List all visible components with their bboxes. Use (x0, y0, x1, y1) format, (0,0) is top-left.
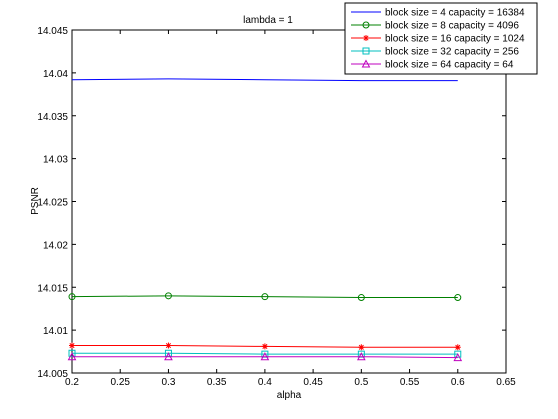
data-point (453, 353, 463, 362)
series-layer (67, 78, 463, 362)
y-tick-label: 14.025 (37, 198, 68, 209)
data-point (356, 352, 366, 361)
series-line (72, 356, 458, 359)
chart-title: lambda = 1 (243, 15, 293, 26)
legend-label: block size = 8 capacity = 4096 (385, 21, 519, 32)
x-tick-label: 0.45 (303, 377, 323, 388)
data-point (69, 342, 75, 349)
data-point (260, 352, 270, 361)
data-point (357, 294, 365, 302)
y-tick-label: 14.035 (37, 112, 68, 123)
x-tick-label: 0.55 (400, 377, 420, 388)
legend-label: block size = 64 capacity = 64 (385, 60, 514, 71)
legend-item: block size = 32 capacity = 256 (351, 47, 519, 58)
legend-label: block size = 4 capacity = 16384 (385, 8, 525, 19)
legend-item: block size = 16 capacity = 1024 (351, 34, 525, 45)
data-point (68, 293, 76, 301)
legend-item: block size = 4 capacity = 16384 (351, 8, 525, 19)
data-point (164, 292, 172, 300)
legend-marker (363, 35, 369, 41)
y-tick-label: 14.015 (37, 283, 68, 294)
series-3 (69, 342, 461, 351)
y-axis-label: PSNR (30, 187, 41, 215)
legend-label: block size = 16 capacity = 1024 (385, 34, 525, 45)
series-5 (67, 352, 463, 362)
plot-area (71, 29, 507, 374)
x-tick-label: 0.3 (161, 377, 175, 388)
data-point (358, 344, 365, 351)
series-2 (68, 292, 462, 302)
legend-marker (362, 21, 370, 29)
legend-marker (362, 47, 370, 55)
legend: block size = 4 capacity = 16384 block siz… (344, 2, 538, 75)
y-tick-label: 14.045 (37, 26, 68, 37)
x-tick-label: 0.2 (65, 377, 79, 388)
y-tick-label: 14.005 (37, 369, 68, 380)
y-tick-label: 14.04 (43, 69, 68, 80)
y-tick-label: 14.03 (43, 155, 68, 166)
x-tick-label: 0.25 (110, 377, 130, 388)
y-tick-label: 14.01 (43, 326, 68, 337)
data-point (261, 293, 269, 301)
x-tick-label: 0.5 (354, 377, 368, 388)
data-point (261, 343, 268, 350)
legend-label: block size = 32 capacity = 256 (385, 47, 519, 58)
x-tick-label: 0.4 (258, 377, 272, 388)
series-line (71, 78, 458, 82)
series-1 (71, 78, 458, 82)
data-point (454, 294, 462, 302)
x-tick-label: 0.65 (496, 377, 516, 388)
x-tick-label: 0.6 (451, 377, 465, 388)
x-tick-label: 0.35 (207, 377, 227, 388)
data-point (454, 344, 461, 351)
series-line (71, 295, 458, 299)
data-point (165, 342, 172, 349)
y-axis: 14.005 14.01 14.015 14.02 14.025 14.03 14.035 1… (37, 26, 506, 380)
x-axis-label: alpha (277, 390, 302, 401)
data-point (67, 352, 77, 361)
y-tick-label: 14.02 (43, 240, 68, 251)
data-point (164, 352, 173, 361)
legend-marker (361, 59, 371, 68)
legend-item: block size = 64 capacity = 64 (351, 59, 514, 71)
legend-item: block size = 8 capacity = 4096 (351, 21, 519, 32)
